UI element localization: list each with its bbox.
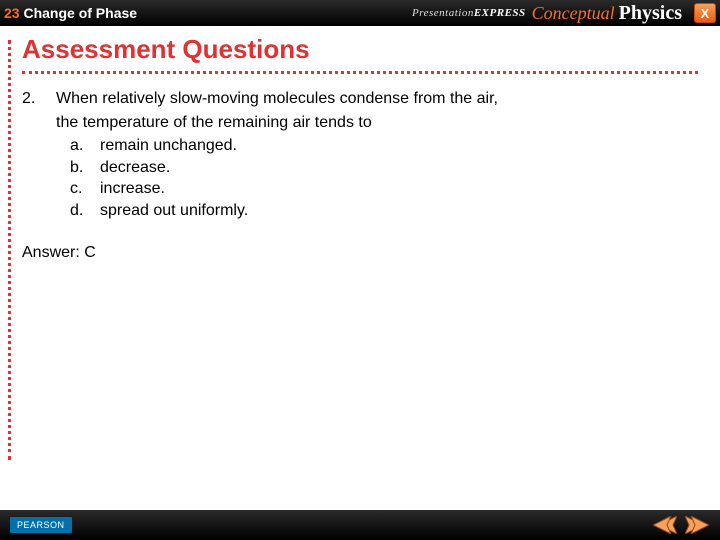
option-row: a. remain unchanged. <box>70 135 698 157</box>
option-letter: d. <box>70 200 100 222</box>
option-text: remain unchanged. <box>100 135 237 157</box>
prev-button[interactable] <box>652 515 678 535</box>
question-block: 2. When relatively slow-moving molecules… <box>22 88 698 222</box>
book-title: Conceptual Physics <box>532 2 682 25</box>
dotted-left-rule <box>8 40 11 460</box>
brand-block: PresentationEXPRESS Conceptual Physics X <box>412 2 716 25</box>
question-stem-line: When relatively slow-moving molecules co… <box>56 88 698 110</box>
option-row: d. spread out uniformly. <box>70 200 698 222</box>
top-bar: 23 Change of Phase PresentationEXPRESS C… <box>0 0 720 26</box>
option-letter: a. <box>70 135 100 157</box>
footer-bar: PEARSON <box>0 510 720 540</box>
option-text: increase. <box>100 178 165 200</box>
publisher-badge: PEARSON <box>10 517 72 533</box>
option-row: b. decrease. <box>70 157 698 179</box>
option-letter: b. <box>70 157 100 179</box>
chevron-left-icon <box>653 516 677 534</box>
option-letter: c. <box>70 178 100 200</box>
book-noun: Physics <box>619 2 682 25</box>
page-title: Assessment Questions <box>22 34 698 74</box>
next-button[interactable] <box>684 515 710 535</box>
brand-express: PresentationEXPRESS <box>412 7 526 19</box>
question-stem-line: the temperature of the remaining air ten… <box>56 112 698 134</box>
book-adjective: Conceptual <box>532 3 615 24</box>
chapter-number: 23 <box>4 5 20 21</box>
option-row: c. increase. <box>70 178 698 200</box>
option-text: decrease. <box>100 157 170 179</box>
options-list: a. remain unchanged. b. decrease. c. inc… <box>56 135 698 221</box>
question-number: 2. <box>22 88 56 222</box>
chapter-title: Change of Phase <box>23 5 137 21</box>
nav-arrows <box>652 515 710 535</box>
answer-line: Answer: C <box>22 244 698 262</box>
option-text: spread out uniformly. <box>100 200 248 222</box>
question-body: When relatively slow-moving molecules co… <box>56 88 698 222</box>
close-icon: X <box>701 6 710 21</box>
chapter-label: 23 Change of Phase <box>4 5 137 21</box>
content-area: Assessment Questions 2. When relatively … <box>0 26 720 262</box>
close-button[interactable]: X <box>694 3 716 23</box>
chevron-right-icon <box>685 516 709 534</box>
